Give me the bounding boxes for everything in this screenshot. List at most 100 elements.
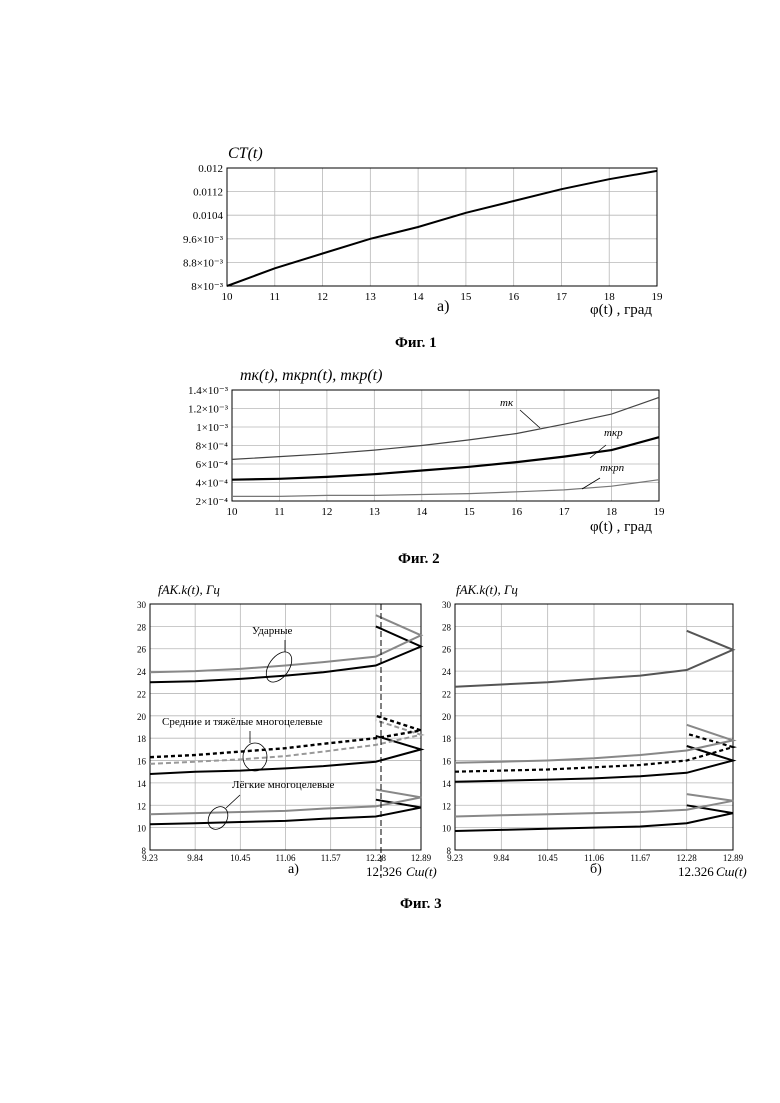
fig2-caption: Фиг. 2	[398, 551, 440, 568]
fig3b-y-tick: 14	[442, 779, 452, 789]
fig2-x-tick: 10	[227, 506, 239, 518]
fig1-x-label: φ(t) , град	[590, 302, 652, 319]
fig3a-y-tick: 26	[137, 645, 147, 655]
fig3b-x-tick: 9.84	[493, 853, 509, 863]
fig1-x-tick: 12	[317, 291, 328, 303]
fig3a-y-tick: 20	[137, 712, 147, 722]
fig3b-x-label: Cш(t)	[716, 864, 747, 880]
fig3a-y-tick: 18	[137, 734, 147, 744]
fig1-x-tick: 14	[413, 291, 425, 303]
fig3a-x-tick: 9.84	[187, 853, 203, 863]
fig3b-x-tick: 12.89	[723, 853, 744, 863]
fig1-frame	[227, 168, 657, 286]
fig3b-y-tick: 24	[442, 667, 452, 677]
fig3a-y-tick: 22	[137, 689, 146, 699]
fig3a-y-tick: 10	[137, 824, 147, 834]
fig3a-x-tick: 12.28	[366, 853, 387, 863]
fig1-y-tick: 0.0112	[193, 187, 223, 199]
fig2-x-tick: 11	[274, 506, 285, 518]
fig3b-sublabel: б)	[590, 862, 602, 878]
fig3a-sublabel: а)	[288, 862, 299, 878]
fig3a-annotation-shock: Ударные	[252, 625, 292, 637]
fig3a-annotation-light: Лёгкие многоцелевые	[232, 779, 334, 791]
fig1-y-tick: 0.0104	[193, 210, 224, 222]
fig1-x-tick: 16	[508, 291, 520, 303]
fig3b-y-label: fАК.k(t), Гц	[456, 582, 518, 598]
fig3a-y-tick: 30	[137, 600, 147, 610]
fig3a-y-tick: 16	[137, 757, 147, 767]
fig1-y-tick: 0.012	[198, 163, 223, 175]
fig1-x-tick: 13	[365, 291, 377, 303]
fig3b-x-tick: 12.28	[677, 853, 698, 863]
fig2-y-tick: 1.4×10⁻³	[188, 385, 229, 397]
fig3a-x-mark: 12.326	[366, 864, 402, 880]
fig2-y-tick: 4×10⁻⁴	[196, 478, 229, 490]
fig1-plot: 101112131415161718198×10⁻³8.8×10⁻³9.6×10…	[183, 163, 663, 303]
fig3b-y-tick: 28	[442, 622, 452, 632]
fig3a-y-tick: 28	[137, 622, 147, 632]
fig1-y-tick: 8.8×10⁻³	[183, 257, 224, 269]
fig1-y-label: CT(t)	[228, 145, 263, 163]
fig2-x-label: φ(t) , град	[590, 519, 652, 536]
fig2-leader-mk	[520, 410, 540, 428]
fig3b-y-tick: 22	[442, 689, 451, 699]
fig2-series-line	[232, 437, 659, 480]
fig3a-leader-light	[226, 795, 240, 808]
fig3a-y-tick: 24	[137, 667, 147, 677]
fig1-x-tick: 17	[556, 291, 568, 303]
fig3b-y-tick: 20	[442, 712, 452, 722]
fig2-x-tick: 18	[606, 506, 618, 518]
fig3a-y-tick: 12	[137, 801, 146, 811]
fig1-x-tick: 15	[460, 291, 472, 303]
fig2-x-tick: 13	[369, 506, 381, 518]
fig2-series-label-mk: mк	[500, 397, 513, 409]
fig2-y-label: mк(t), mкрn(t), mкр(t)	[240, 367, 382, 385]
fig2-x-tick: 16	[511, 506, 523, 518]
fig1-y-tick: 8×10⁻³	[191, 281, 224, 293]
fig2-x-tick: 12	[321, 506, 332, 518]
fig3a-x-tick: 10.45	[230, 853, 251, 863]
fig3b-plot: 9.239.8410.4511.0611.6712.2812.898101214…	[442, 600, 744, 863]
fig2-x-tick: 17	[559, 506, 571, 518]
fig2-y-tick: 1.2×10⁻³	[188, 404, 229, 416]
fig1-series-line	[227, 171, 657, 286]
fig2-y-tick: 6×10⁻⁴	[196, 459, 229, 471]
fig1-y-tick: 9.6×10⁻³	[183, 234, 224, 246]
fig1-x-tick: 11	[269, 291, 280, 303]
fig1-sublabel: а)	[437, 298, 449, 316]
fig3a-plot: 9.239.8410.4511.0611.5712.2812.898101214…	[137, 600, 432, 878]
fig2-y-tick: 8×10⁻⁴	[196, 441, 229, 453]
fig3b-y-tick: 10	[442, 824, 452, 834]
fig3b-y-tick: 30	[442, 600, 452, 610]
fig3b-y-tick: 26	[442, 645, 452, 655]
fig3a-y-label: fАК.k(t), Гц	[158, 582, 220, 598]
fig2-series-label-mkrn: mкрn	[600, 462, 624, 474]
fig2-y-tick: 2×10⁻⁴	[196, 496, 229, 508]
fig1-caption: Фиг. 1	[395, 335, 437, 352]
fig2-y-tick: 1×10⁻³	[196, 422, 229, 434]
fig3a-x-tick: 12.89	[411, 853, 432, 863]
fig3a-y-tick: 8	[142, 846, 147, 856]
fig3b-y-tick: 8	[447, 846, 452, 856]
fig3b-x-tick: 10.45	[538, 853, 559, 863]
fig3a-x-label: Cш(t)	[406, 864, 437, 880]
fig1-x-tick: 10	[222, 291, 234, 303]
fig2-x-tick: 19	[654, 506, 666, 518]
fig2-plot: 10 11 12 13 14 15 16 17 18 19 2×10⁻⁴ 4×10⁻⁴ 6×10⁻⁴ 8×…	[188, 385, 665, 518]
fig3b-y-tick: 16	[442, 757, 452, 767]
fig2-series-label-mkr: mкр	[604, 427, 623, 439]
fig3b-x-tick: 11.67	[630, 853, 650, 863]
fig2-x-tick: 14	[416, 506, 428, 518]
fig3a-y-tick: 14	[137, 779, 147, 789]
fig2-series-line	[232, 397, 659, 459]
fig3a-x-tick: 11.57	[321, 853, 341, 863]
fig3a-ellipse-light	[204, 803, 232, 833]
fig3-caption: Фиг. 3	[400, 896, 442, 913]
fig1-x-tick: 19	[652, 291, 664, 303]
fig3b-y-tick: 18	[442, 734, 452, 744]
fig2-x-tick: 15	[464, 506, 476, 518]
fig3b-x-mark: 12.326	[678, 864, 714, 880]
fig3a-annotation-medium: Средние и тяжёлые многоцелевые	[162, 716, 323, 728]
fig3b-y-tick: 12	[442, 801, 451, 811]
